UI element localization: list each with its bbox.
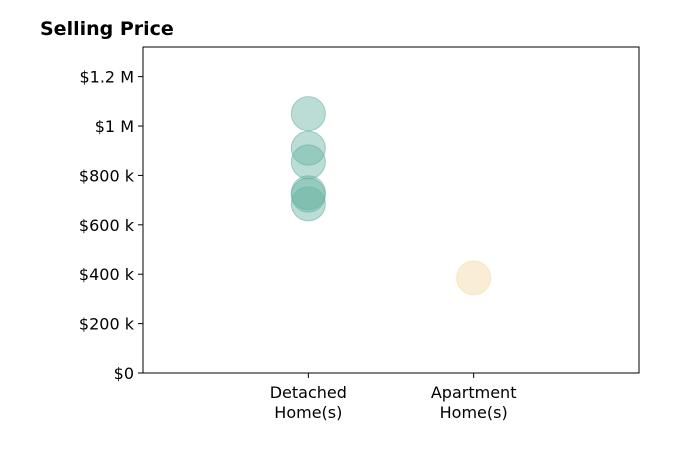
- y-axis: $0 $200 k $400 k $600 k $800 k $1 M $1.2 M: [79, 68, 143, 383]
- x-tick-label: Apartment Home(s): [431, 383, 517, 422]
- y-tick-label: $0: [114, 364, 134, 383]
- x-tick-label: Detached Home(s): [270, 383, 347, 422]
- y-tick-label: $200 k: [79, 315, 135, 334]
- points-layer: [290, 96, 492, 296]
- data-point: [290, 96, 326, 132]
- x-axis: Detached Home(s) Apartment Home(s): [270, 373, 517, 422]
- data-point: [290, 177, 326, 213]
- y-tick-label: $600 k: [79, 216, 135, 235]
- y-tick-label: $1 M: [95, 117, 134, 136]
- data-point: [456, 260, 492, 296]
- data-point: [290, 186, 326, 222]
- data-point: [290, 130, 326, 166]
- y-tick-label: $800 k: [79, 166, 135, 185]
- data-point: [290, 144, 326, 180]
- y-tick-label: $1.2 M: [79, 68, 134, 87]
- chart-title: Selling Price: [40, 18, 174, 40]
- y-tick-label: $400 k: [79, 265, 135, 284]
- plot-frame: [142, 46, 640, 374]
